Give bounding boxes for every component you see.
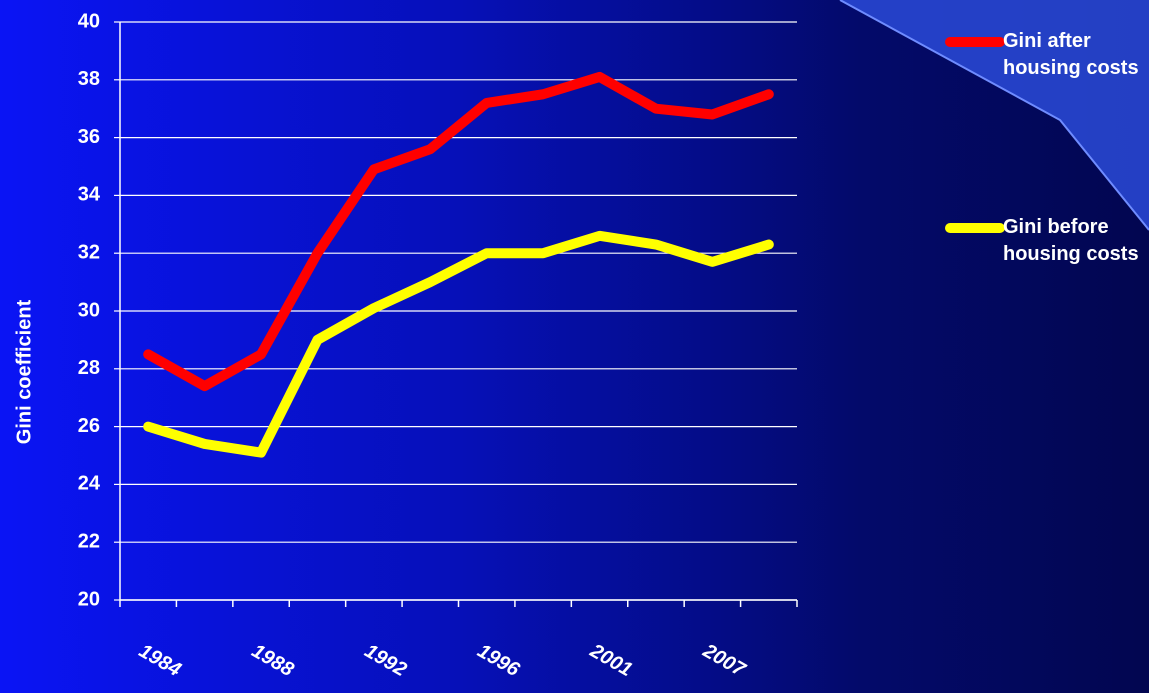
y-tick-label: 38 — [78, 68, 100, 90]
y-axis-label: Gini coefficient — [13, 299, 35, 444]
y-tick-label: 40 — [78, 10, 100, 32]
series-line — [143, 71, 774, 392]
decoration — [840, 0, 1149, 230]
legend-label: Gini before housing costs — [1003, 216, 1139, 265]
y-tick-label: 32 — [78, 241, 100, 263]
y-tick-label: 34 — [78, 184, 101, 206]
x-tick-label: 1988 — [248, 640, 298, 682]
x-tick-label: 1996 — [474, 640, 524, 682]
y-tick-label: 24 — [78, 473, 101, 495]
decoration-edge — [839, 0, 1149, 231]
x-tick-label: 2007 — [698, 639, 749, 681]
legend-label: Gini after housing costs — [1003, 30, 1139, 79]
x-tick-label: 2001 — [586, 639, 636, 681]
y-tick-label: 28 — [78, 357, 100, 379]
x-tick-label: 1984 — [135, 640, 185, 681]
y-tick-label: 26 — [78, 415, 100, 437]
y-tick-label: 36 — [78, 126, 100, 148]
y-tick-label: 22 — [78, 530, 100, 552]
y-tick-label: 30 — [78, 299, 100, 321]
y-tick-label: 20 — [78, 588, 100, 610]
series-line — [143, 230, 774, 458]
x-tick-label: 1992 — [361, 640, 411, 681]
